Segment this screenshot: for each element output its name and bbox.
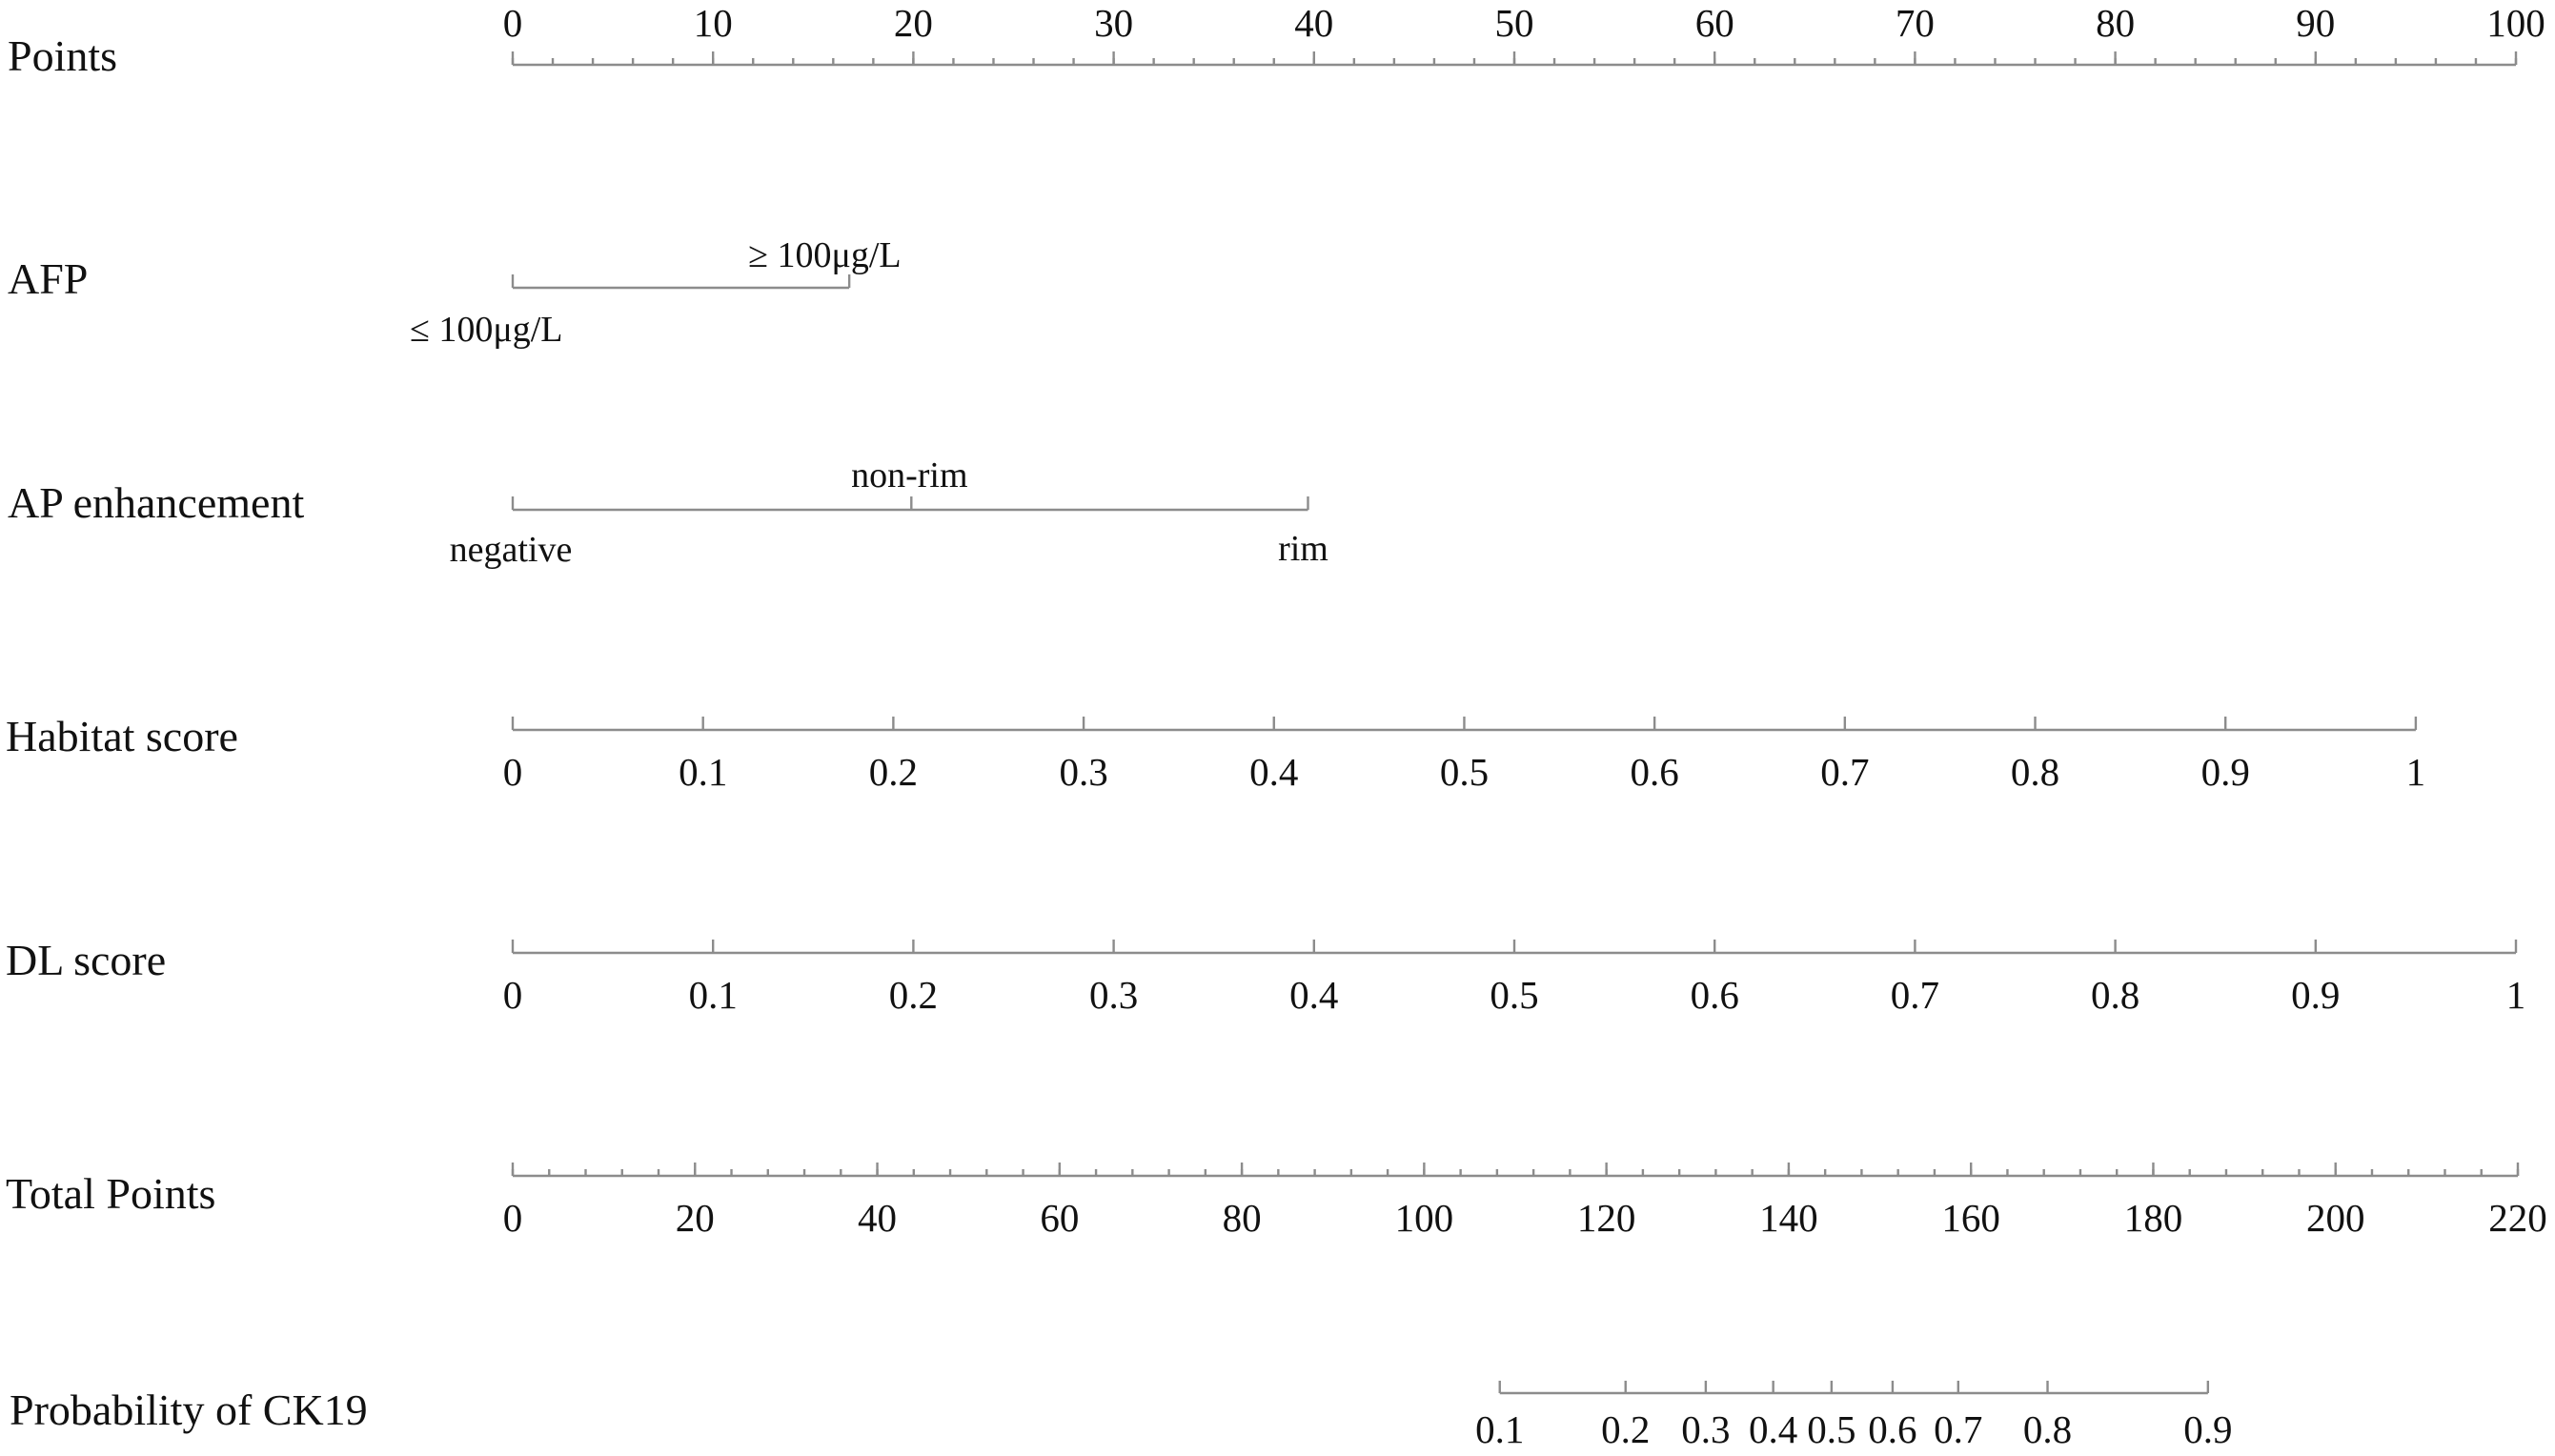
probability-tick-label: 0.3 (1681, 1407, 1730, 1451)
probability-tick-label: 0.8 (2023, 1407, 2072, 1451)
row-label-habitat-score: Habitat score (6, 712, 238, 760)
ap-enhancement-level-label: non-rim (851, 455, 967, 495)
total-points-tick-label: 40 (858, 1196, 897, 1240)
total-points-tick-label: 20 (676, 1196, 715, 1240)
probability-tick-label: 0.2 (1601, 1407, 1650, 1451)
total-points-tick-label: 60 (1040, 1196, 1079, 1240)
nomogram-axes: 0 10 20 30 40 50 60 70 80 90 100≤ 100μg/L≥ 100μg/L… (410, 1, 2547, 1451)
habitat-score-tick-label: 0.5 (1440, 750, 1489, 794)
dl-score-tick-label: 0.9 (2291, 973, 2340, 1017)
dl-score-tick-label: 0.3 (1089, 973, 1138, 1017)
probability-tick-label: 0.9 (2183, 1407, 2232, 1451)
dl-score-tick-label: 0.8 (2091, 973, 2139, 1017)
points-tick-label: 40 (1294, 1, 1333, 45)
habitat-score-tick-label: 0 (503, 750, 523, 794)
points-tick-label: 30 (1094, 1, 1133, 45)
points-tick-label: 10 (694, 1, 733, 45)
probability-tick-label: 0.7 (1934, 1407, 1982, 1451)
habitat-score-tick-label: 0.6 (1631, 750, 1679, 794)
row-label-ap-enhancement: AP enhancement (8, 478, 304, 527)
ap-enhancement-level-label: rim (1278, 529, 1328, 569)
dl-score-tick-label: 0.6 (1691, 973, 1739, 1017)
points-tick-label: 20 (894, 1, 933, 45)
row-label-dl-score: DL score (6, 936, 166, 984)
ap-enhancement-level-label: negative (450, 530, 573, 570)
total-points-tick-label: 0 (503, 1196, 523, 1240)
dl-score-tick-label: 0.4 (1289, 973, 1338, 1017)
probability-tick-label: 0.6 (1868, 1407, 1916, 1451)
probability-tick-label: 0.5 (1807, 1407, 1855, 1451)
probability-tick-label: 0.4 (1749, 1407, 1797, 1451)
afp-level-label: ≥ 100μg/L (748, 235, 902, 275)
points-tick-label: 70 (1896, 1, 1935, 45)
dl-score-tick-label: 0 (503, 973, 523, 1017)
points-tick-label: 60 (1695, 1, 1734, 45)
habitat-score-tick-label: 0.3 (1059, 750, 1107, 794)
dl-score-tick-label: 0.1 (689, 973, 738, 1017)
habitat-score-tick-label: 0.7 (1820, 750, 1869, 794)
total-points-tick-label: 200 (2306, 1196, 2365, 1240)
habitat-score-tick-label: 0.4 (1249, 750, 1298, 794)
habitat-score-tick-label: 0.2 (869, 750, 918, 794)
dl-score-tick-label: 1 (2506, 973, 2526, 1017)
total-points-tick-label: 180 (2124, 1196, 2183, 1240)
habitat-score-tick-label: 0.9 (2201, 750, 2250, 794)
probability-tick-label: 0.1 (1475, 1407, 1524, 1451)
row-labels: Points AFP AP enhancement Habitat score … (6, 31, 368, 1434)
points-tick-label: 90 (2296, 1, 2335, 45)
total-points-tick-label: 80 (1223, 1196, 1262, 1240)
habitat-score-tick-label: 0.8 (2011, 750, 2059, 794)
total-points-tick-label: 220 (2488, 1196, 2547, 1240)
dl-score-tick-label: 0.7 (1891, 973, 1939, 1017)
habitat-score-tick-label: 1 (2406, 750, 2426, 794)
total-points-tick-label: 160 (1941, 1196, 2000, 1240)
points-tick-label: 0 (503, 1, 523, 45)
total-points-tick-label: 140 (1759, 1196, 1818, 1240)
row-label-total-points: Total Points (6, 1169, 215, 1218)
row-label-probability: Probability of CK19 (10, 1385, 368, 1434)
points-tick-label: 80 (2096, 1, 2135, 45)
row-label-afp: AFP (8, 254, 88, 303)
total-points-tick-label: 100 (1395, 1196, 1454, 1240)
points-tick-label: 100 (2486, 1, 2545, 45)
dl-score-tick-label: 0.5 (1490, 973, 1538, 1017)
habitat-score-tick-label: 0.1 (679, 750, 727, 794)
row-label-points: Points (8, 31, 117, 80)
afp-level-label: ≤ 100μg/L (410, 310, 563, 350)
total-points-tick-label: 120 (1577, 1196, 1636, 1240)
dl-score-tick-label: 0.2 (889, 973, 938, 1017)
points-tick-label: 50 (1495, 1, 1534, 45)
